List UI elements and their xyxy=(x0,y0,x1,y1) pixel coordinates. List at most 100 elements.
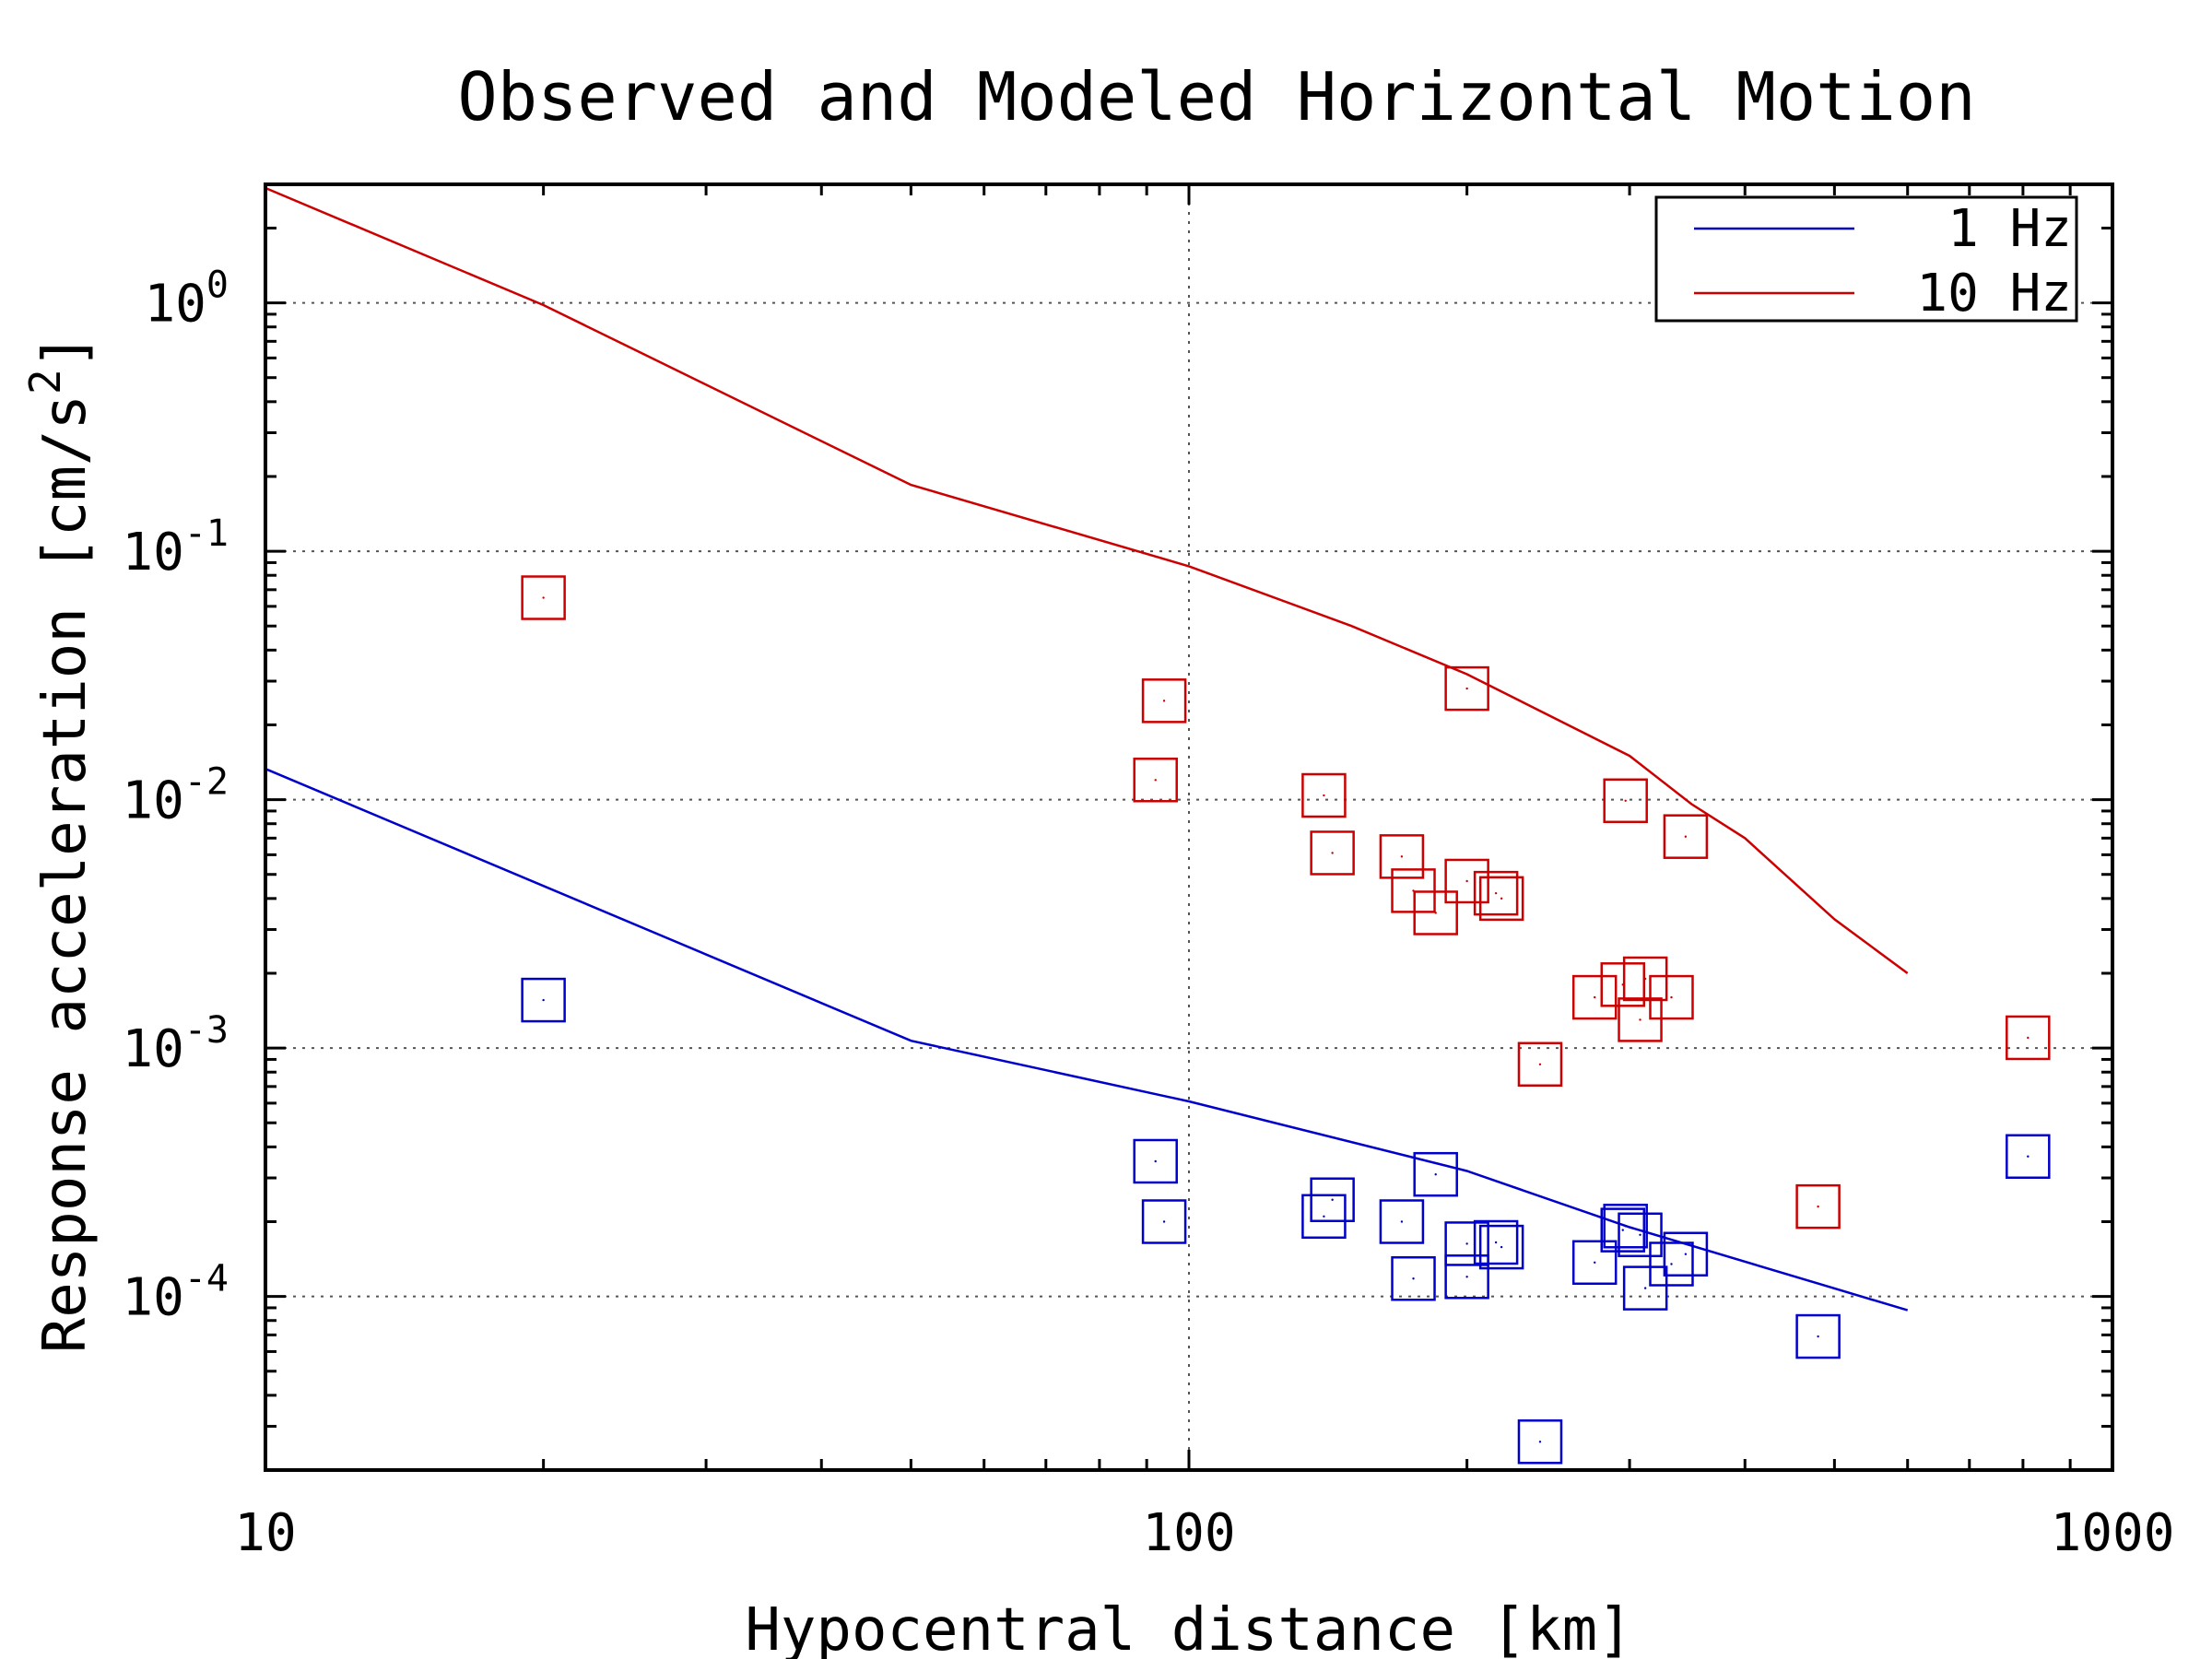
observed-point-center xyxy=(1465,879,1468,883)
model-line xyxy=(265,768,1909,1312)
observed-point xyxy=(1444,1221,1489,1266)
observed-point xyxy=(1649,1241,1694,1287)
observed-point xyxy=(1517,1419,1563,1465)
observed-point xyxy=(1413,1151,1458,1197)
observed-point xyxy=(1413,890,1458,935)
observed-point-center xyxy=(1643,977,1647,981)
observed-point xyxy=(1310,1177,1355,1222)
observed-point xyxy=(1663,814,1709,859)
observed-point-center xyxy=(1594,995,1596,999)
observed-point-center xyxy=(1162,1220,1166,1223)
observed-point-center xyxy=(1400,855,1404,858)
observed-point xyxy=(1141,678,1187,724)
plot-frame xyxy=(264,182,2114,1472)
x-axis-label: Hypocentral distance [km] xyxy=(745,1596,1632,1659)
observed-point xyxy=(1571,974,1618,1020)
observed-point-center xyxy=(2027,1036,2030,1040)
observed-point-center xyxy=(2027,1155,2030,1158)
y-tick-label: 10-2 xyxy=(122,761,229,831)
observed-point-center xyxy=(1331,852,1334,854)
observed-point xyxy=(1603,778,1648,824)
model-line xyxy=(265,186,1909,975)
legend-label: 10 Hz xyxy=(1916,264,2072,324)
observed-point xyxy=(1473,1219,1519,1265)
observed-point xyxy=(1618,997,1663,1042)
observed-point xyxy=(1795,1183,1841,1230)
observed-point xyxy=(1444,1254,1489,1300)
observed-point-center xyxy=(1323,1215,1325,1218)
observed-point-center xyxy=(1538,1441,1542,1443)
observed-point xyxy=(1571,1240,1618,1286)
observed-point-center xyxy=(1500,1245,1503,1249)
observed-point xyxy=(1663,1231,1709,1277)
observed-point-center xyxy=(1639,1233,1641,1236)
legend-label: 1 Hz xyxy=(1947,199,2072,259)
y-tick-label: 100 xyxy=(144,265,229,335)
y-tick-label: 10-1 xyxy=(122,512,229,582)
observed-point xyxy=(1391,1255,1436,1301)
observed-point-center xyxy=(1670,995,1673,999)
observed-point xyxy=(1133,1138,1178,1184)
observed-point xyxy=(1618,1212,1663,1258)
series-layer xyxy=(265,186,2051,1465)
x-tick-label: 10 xyxy=(234,1503,296,1563)
observed-point xyxy=(1622,956,1668,1002)
observed-point-center xyxy=(1162,700,1166,702)
observed-point-center xyxy=(1500,897,1503,900)
observed-point xyxy=(1133,758,1178,803)
observed-point xyxy=(1379,834,1425,879)
x-tick-label: 100 xyxy=(1142,1503,1235,1563)
observed-point-center xyxy=(1494,1241,1498,1244)
observed-point-center xyxy=(1400,1220,1404,1223)
observed-point-center xyxy=(1323,794,1325,797)
observed-point xyxy=(1603,1204,1648,1249)
series-1 xyxy=(265,186,2051,1230)
observed-point xyxy=(1478,1224,1524,1270)
observed-point-center xyxy=(1465,1276,1468,1278)
observed-point-center xyxy=(1538,1063,1542,1065)
observed-point-center xyxy=(1670,1263,1673,1265)
series-0 xyxy=(265,768,2051,1465)
observed-point xyxy=(1473,870,1519,916)
grid xyxy=(265,184,2112,1470)
observed-point-center xyxy=(542,998,545,1002)
observed-point-center xyxy=(1412,1277,1415,1280)
observed-point xyxy=(1478,876,1524,922)
observed-point xyxy=(2006,1134,2051,1180)
axis-ticks xyxy=(264,182,2114,1472)
observed-point-center xyxy=(1434,912,1437,914)
observed-point xyxy=(1301,1194,1347,1240)
observed-point xyxy=(1379,1199,1425,1244)
observed-point xyxy=(1795,1313,1841,1359)
observed-point xyxy=(1600,962,1646,1007)
observed-point-center xyxy=(1465,1242,1468,1245)
legend-box xyxy=(1654,195,2078,323)
observed-point-center xyxy=(1624,799,1627,802)
observed-point-center xyxy=(1154,779,1157,782)
observed-point xyxy=(1517,1041,1563,1088)
observed-point xyxy=(1649,974,1694,1020)
observed-point-center xyxy=(1817,1205,1819,1208)
observed-point-center xyxy=(1643,1287,1647,1289)
y-tick-label: 10-3 xyxy=(122,1009,229,1079)
observed-point xyxy=(1622,1265,1668,1311)
observed-point-center xyxy=(1465,687,1468,690)
tick-labels: 10 100 1000 100 10-1 10-2 10-3 10-4 xyxy=(122,265,2174,1563)
observed-point-center xyxy=(1621,1229,1624,1231)
x-tick-label: 1000 xyxy=(2051,1503,2175,1563)
observed-point xyxy=(2006,1015,2051,1061)
observed-point-center xyxy=(1434,1172,1437,1176)
observed-point-center xyxy=(1684,1253,1688,1255)
observed-point xyxy=(1444,858,1489,904)
chart-title: Observed and Modeled Horizontal Motion xyxy=(457,58,1975,135)
observed-point-center xyxy=(1684,835,1688,838)
observed-point-center xyxy=(1154,1159,1157,1163)
observed-point xyxy=(1141,1199,1187,1244)
observed-point xyxy=(521,977,566,1023)
observed-point xyxy=(1301,772,1347,818)
observed-point-center xyxy=(542,596,545,599)
observed-point xyxy=(1444,665,1489,712)
observed-point-center xyxy=(1624,1225,1627,1228)
